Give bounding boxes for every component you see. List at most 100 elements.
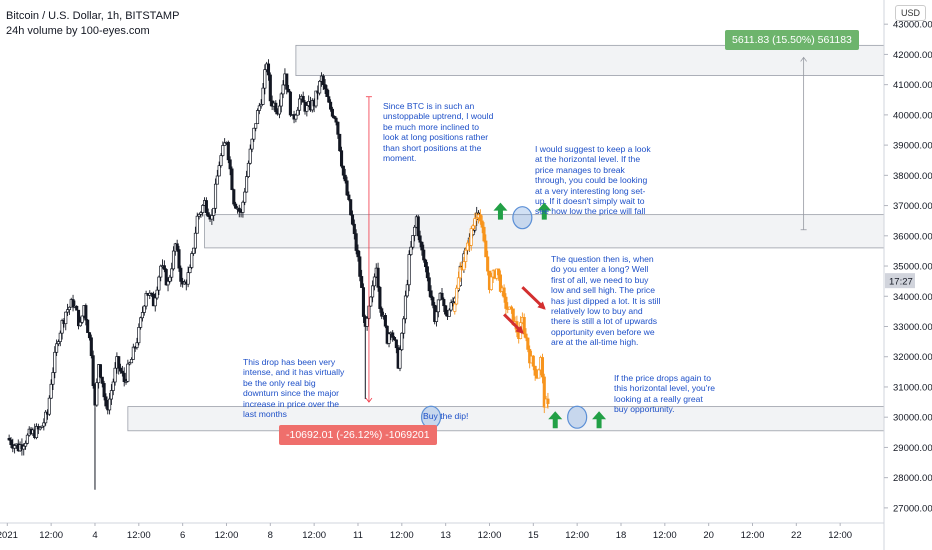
currency-button[interactable]: USD	[894, 5, 926, 21]
candle-down	[91, 355, 95, 386]
candle-down	[349, 199, 353, 216]
candle-up	[135, 342, 139, 348]
candle-up	[250, 138, 254, 150]
x-tick-label: 12:00	[565, 530, 589, 541]
candle-down	[330, 108, 334, 117]
candle-up	[294, 114, 298, 120]
candle-up	[193, 232, 197, 249]
candle-up	[124, 380, 128, 383]
candle-up	[456, 277, 460, 289]
candle-down	[287, 88, 291, 93]
candle-up	[400, 332, 404, 351]
support-resistance-zone-1	[204, 214, 885, 249]
candle-down	[394, 339, 398, 349]
y-tick-label: 30000.00	[893, 413, 932, 424]
candle-up	[223, 142, 227, 146]
x-tick-label: 22	[791, 530, 802, 541]
candle-up	[25, 434, 29, 444]
candle-down	[542, 376, 546, 408]
candle-down	[361, 287, 366, 317]
support-resistance-zone-0	[295, 44, 885, 76]
candle-up	[451, 301, 455, 304]
y-tick-label: 33000.00	[893, 322, 932, 333]
candle-up	[411, 235, 415, 248]
candle-down	[206, 212, 210, 217]
candle-down	[484, 240, 488, 258]
candle-up	[168, 276, 172, 282]
candle-up	[24, 442, 28, 447]
candle-down	[325, 88, 329, 97]
y-tick-label: 42000.00	[893, 50, 932, 61]
candle-up	[219, 155, 223, 167]
candle-up	[170, 268, 174, 278]
candle-up	[64, 311, 68, 325]
candle-up	[464, 249, 468, 262]
candle-down	[274, 102, 278, 113]
candle-up	[281, 84, 285, 95]
candle-up	[257, 105, 261, 111]
candle-up	[297, 98, 302, 111]
x-tick-label: 12:00	[478, 530, 502, 541]
green-up-arrow-3	[592, 411, 607, 429]
annotation-buy-opportunity: If the price drops again to this horizon…	[614, 373, 715, 415]
green-up-arrow-0	[493, 202, 508, 220]
candle-down	[533, 365, 537, 376]
candle-down	[427, 277, 431, 292]
candle-down	[341, 165, 345, 176]
candle-down	[378, 286, 382, 309]
candle-up	[277, 105, 281, 115]
candle-up	[212, 207, 216, 216]
candle-up	[128, 362, 132, 365]
candle-up	[466, 242, 470, 251]
candle-up	[67, 306, 71, 311]
candle-down	[104, 396, 108, 407]
candle-up	[192, 247, 196, 254]
candle-down	[268, 74, 272, 102]
annotation-enter-long: The question then is, when do you enter …	[551, 254, 661, 348]
candle-up	[314, 90, 318, 107]
candle-down	[226, 141, 230, 161]
candle-up	[263, 69, 267, 89]
x-tick-label: 15	[528, 530, 539, 541]
candle-up	[109, 390, 113, 400]
candle-up	[305, 105, 309, 112]
x-tick-label: 13	[440, 530, 451, 541]
candle-up	[153, 297, 157, 307]
candle-up	[42, 422, 46, 427]
candle-up	[434, 311, 439, 322]
candle-up	[51, 372, 55, 385]
candle-down	[343, 174, 347, 182]
candle-down	[75, 305, 79, 311]
candle-up	[537, 369, 541, 379]
candle-up	[113, 367, 117, 383]
candle-down	[444, 305, 448, 315]
candle-up	[139, 317, 143, 328]
candle-down	[117, 356, 121, 369]
x-tick-label: 12:00	[39, 530, 63, 541]
candle-up	[221, 145, 225, 156]
candle-up	[126, 363, 130, 382]
candle-down	[442, 299, 446, 307]
price-tag-label: 17:27	[889, 277, 913, 288]
candle-down	[301, 95, 305, 103]
candle-down	[285, 73, 289, 90]
candle-up	[171, 250, 176, 270]
candle-down	[7, 438, 11, 441]
candle-up	[95, 382, 99, 406]
x-tick-label: 12:00	[653, 530, 677, 541]
y-tick-label: 43000.00	[893, 20, 932, 31]
candle-up	[215, 175, 219, 185]
projection-candles	[453, 209, 550, 414]
y-tick-label: 34000.00	[893, 292, 932, 303]
candle-up	[142, 305, 146, 313]
candle-down	[237, 207, 241, 212]
candle-down	[422, 249, 426, 261]
candle-down	[531, 355, 535, 367]
candle-down	[540, 357, 545, 378]
candle-down	[122, 372, 126, 382]
green-up-arrow-1	[537, 202, 552, 220]
y-tick-label: 35000.00	[893, 262, 932, 273]
candle-up	[462, 261, 466, 271]
candle-up	[13, 445, 17, 449]
